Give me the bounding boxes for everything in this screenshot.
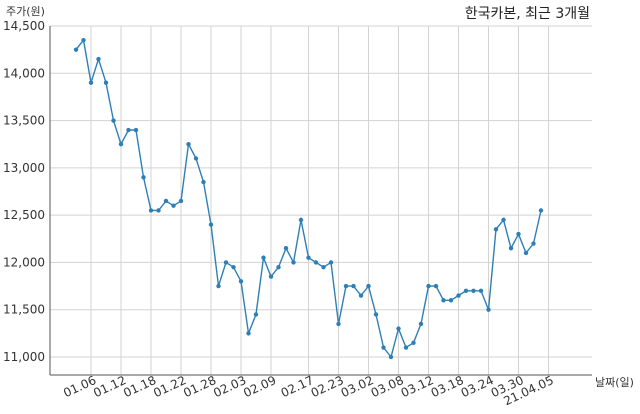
data-point <box>501 217 506 223</box>
data-point <box>163 198 169 204</box>
data-point <box>478 288 484 293</box>
data-point <box>351 283 356 289</box>
data-point <box>171 203 176 208</box>
data-point <box>216 283 221 289</box>
data-point <box>531 241 536 246</box>
data-point <box>411 340 416 346</box>
data-point <box>373 312 379 317</box>
y-tick-label: 14,000 <box>3 66 45 80</box>
data-point <box>81 37 86 43</box>
data-point <box>456 293 461 298</box>
data-point <box>493 227 499 232</box>
data-point <box>193 156 199 161</box>
grid-lines <box>50 25 592 375</box>
y-tick-label: 14,500 <box>3 19 45 33</box>
data-point <box>298 217 304 223</box>
data-point <box>321 264 326 270</box>
data-point <box>328 260 334 265</box>
data-point <box>276 264 281 270</box>
data-point <box>448 298 454 303</box>
data-point <box>246 331 251 336</box>
y-tick-label: 12,000 <box>3 255 45 269</box>
data-point <box>336 321 341 327</box>
y-tick-label: 11,000 <box>3 350 45 364</box>
data-point <box>358 293 364 298</box>
chart-title: 한국카본, 최근 3개월 <box>465 6 590 22</box>
y-axis-label: 주가(원) <box>6 5 45 18</box>
data-point <box>126 127 131 133</box>
data-point <box>396 326 401 331</box>
data-point <box>103 80 109 85</box>
data-point <box>486 307 491 312</box>
data-point <box>538 208 544 213</box>
data-point <box>73 47 79 52</box>
axes <box>49 26 592 376</box>
data-point <box>111 118 116 123</box>
data-point <box>403 345 409 350</box>
data-point <box>261 255 266 260</box>
data-point <box>508 246 514 251</box>
data-point <box>186 142 191 147</box>
data-point <box>433 283 439 289</box>
data-point <box>381 345 386 350</box>
y-tick-labels: 11,000 11,500 12,000 12,500 13,000 13,500 14,0… <box>3 19 45 364</box>
data-point <box>118 142 124 147</box>
y-tick-label: 12,500 <box>3 208 45 222</box>
series-group <box>73 37 544 360</box>
data-point <box>343 283 349 289</box>
data-point <box>313 260 319 265</box>
data-point <box>88 80 94 85</box>
data-point <box>516 231 521 237</box>
data-point <box>441 298 446 303</box>
data-point <box>201 179 206 185</box>
data-point <box>148 208 154 213</box>
x-tick-label: 02.09 <box>241 373 278 400</box>
data-point <box>283 246 289 251</box>
data-point <box>463 288 469 293</box>
y-tick-label: 13,500 <box>3 114 45 128</box>
data-point <box>208 222 214 227</box>
data-point <box>141 175 146 180</box>
data-point <box>238 279 244 284</box>
y-tick-label: 13,000 <box>3 161 45 175</box>
data-point <box>178 198 184 204</box>
data-point <box>388 354 394 360</box>
data-point <box>291 260 296 265</box>
data-point <box>156 208 161 213</box>
y-tick-label: 11,500 <box>3 303 45 317</box>
data-point <box>268 274 274 279</box>
data-point <box>96 56 101 62</box>
data-point <box>133 127 139 133</box>
data-point <box>366 283 371 289</box>
data-point <box>426 283 431 289</box>
data-point <box>253 312 259 317</box>
data-point <box>223 260 229 265</box>
data-point <box>523 250 529 256</box>
x-axis-label: 날짜(일) <box>595 375 634 389</box>
data-point <box>306 255 311 260</box>
data-point <box>231 264 236 270</box>
data-point <box>418 321 424 327</box>
data-point <box>471 288 476 293</box>
